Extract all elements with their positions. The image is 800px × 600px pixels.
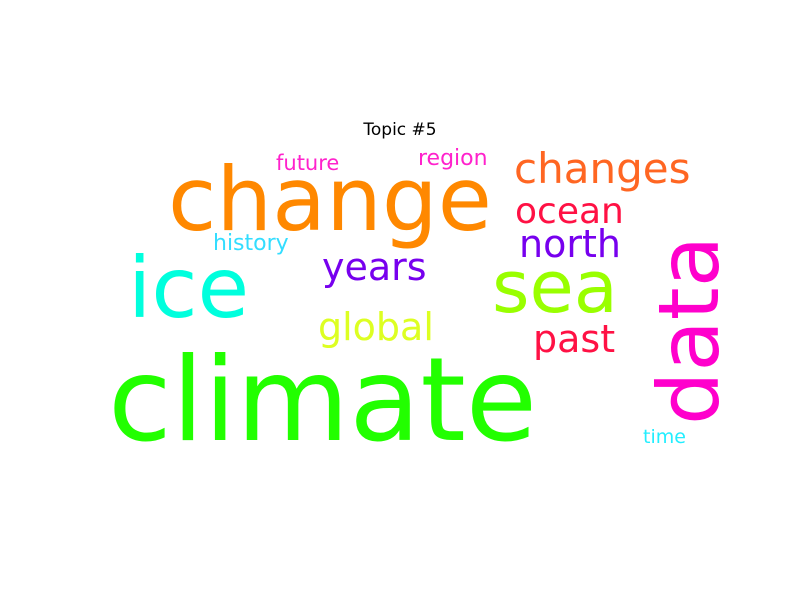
word-ocean: ocean — [515, 191, 624, 232]
word-north: north — [519, 222, 621, 266]
word-future: future — [276, 151, 339, 175]
word-global: global — [318, 305, 434, 349]
word-data: data — [640, 236, 738, 425]
word-region: region — [418, 146, 488, 171]
word-past: past — [533, 317, 615, 361]
word-climate: climate — [108, 333, 537, 468]
word-sea: sea — [492, 245, 618, 329]
word-changes: changes — [514, 144, 690, 193]
word-change: change — [168, 148, 492, 251]
plot-title: Topic #5 — [363, 120, 437, 140]
word-years: years — [322, 245, 427, 289]
word-ice: ice — [128, 239, 249, 337]
word-time: time — [643, 426, 686, 448]
word-history: history — [213, 231, 289, 256]
